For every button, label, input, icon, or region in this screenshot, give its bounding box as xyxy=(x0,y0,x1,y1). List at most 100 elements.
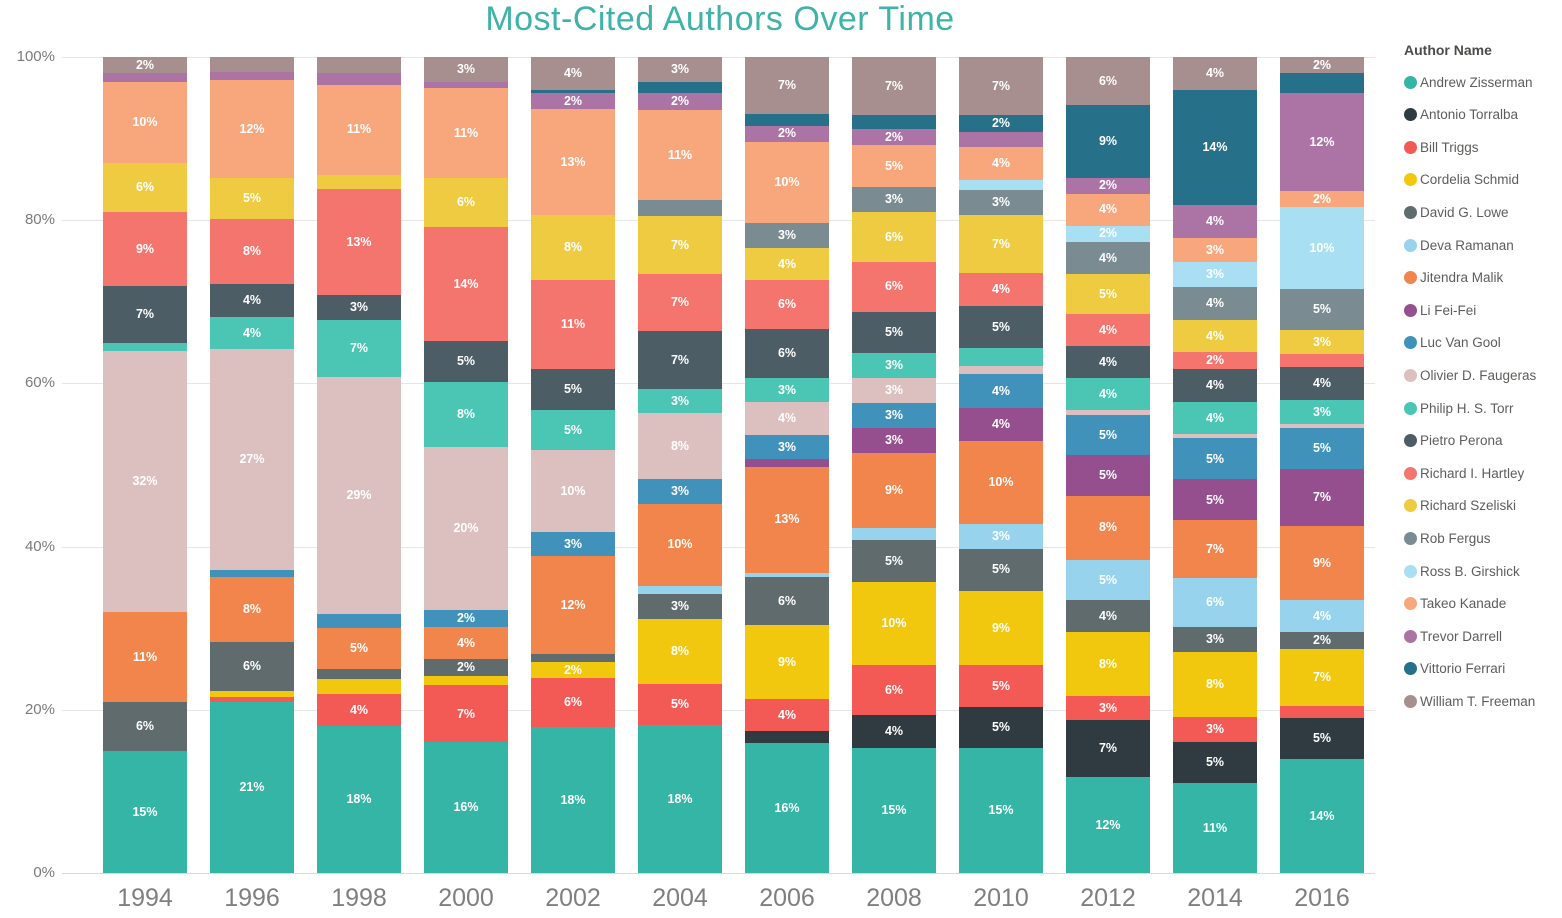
bar-segment[interactable]: 9% xyxy=(103,212,187,286)
bar-segment[interactable]: 5% xyxy=(959,665,1043,707)
bar-segment[interactable] xyxy=(1280,73,1364,94)
bar-segment[interactable]: 2% xyxy=(424,610,508,627)
bar-segment[interactable]: 11% xyxy=(531,279,615,370)
bar-segment[interactable]: 5% xyxy=(531,369,615,410)
bar-segment[interactable]: 2% xyxy=(1066,177,1150,194)
bar-segment[interactable] xyxy=(103,342,187,351)
bar-segment[interactable]: 5% xyxy=(1173,438,1257,480)
bar-segment[interactable]: 4% xyxy=(1173,286,1257,320)
bar-segment[interactable]: 4% xyxy=(1173,204,1257,238)
bar-segment[interactable]: 10% xyxy=(103,81,187,164)
bar-segment[interactable]: 5% xyxy=(852,145,936,187)
legend-item[interactable]: William T. Freeman xyxy=(1404,691,1535,711)
bar-segment[interactable] xyxy=(959,180,1043,191)
bar-segment[interactable]: 3% xyxy=(1066,696,1150,721)
bar-segment[interactable]: 5% xyxy=(638,684,722,726)
bar-segment[interactable]: 3% xyxy=(852,378,936,404)
bar-segment[interactable] xyxy=(959,347,1043,367)
legend-item[interactable]: Deva Ramanan xyxy=(1404,235,1514,255)
bar-segment[interactable]: 2% xyxy=(1280,57,1364,74)
bar-segment[interactable]: 4% xyxy=(1173,401,1257,435)
bar-segment[interactable]: 6% xyxy=(745,280,829,330)
bar-segment[interactable]: 5% xyxy=(210,177,294,219)
bar-segment[interactable]: 18% xyxy=(638,725,722,873)
bar-segment[interactable]: 6% xyxy=(852,211,936,262)
bar-segment[interactable]: 18% xyxy=(317,726,401,873)
bar-segment[interactable]: 4% xyxy=(1066,346,1150,379)
bar-segment[interactable]: 3% xyxy=(852,186,936,212)
bar-segment[interactable]: 5% xyxy=(531,409,615,451)
bar-segment[interactable]: 5% xyxy=(1066,273,1150,315)
bar-segment[interactable]: 5% xyxy=(1280,288,1364,330)
bar-segment[interactable]: 3% xyxy=(852,428,936,453)
bar-segment[interactable] xyxy=(210,71,294,80)
bar-segment[interactable]: 5% xyxy=(852,311,936,354)
bar-segment[interactable]: 7% xyxy=(1173,520,1257,578)
bar-segment[interactable]: 4% xyxy=(1280,599,1364,633)
bar-segment[interactable]: 3% xyxy=(1173,627,1257,652)
bar-segment[interactable]: 5% xyxy=(424,341,508,382)
bar-segment[interactable]: 6% xyxy=(210,642,294,692)
bar-segment[interactable]: 2% xyxy=(1066,225,1150,242)
bar-segment[interactable] xyxy=(638,81,722,94)
bar-segment[interactable] xyxy=(531,89,615,93)
bar-segment[interactable]: 3% xyxy=(317,295,401,320)
bar-segment[interactable]: 4% xyxy=(317,693,401,727)
bar-segment[interactable]: 4% xyxy=(1280,367,1364,400)
bar-segment[interactable]: 7% xyxy=(852,57,936,116)
bar-segment[interactable]: 4% xyxy=(745,247,829,281)
bar-segment[interactable]: 4% xyxy=(1173,57,1257,90)
bar-segment[interactable]: 4% xyxy=(959,273,1043,307)
legend-item[interactable]: Li Fei-Fei xyxy=(1404,300,1476,320)
legend-item[interactable]: Philip H. S. Torr xyxy=(1404,398,1514,418)
bar-segment[interactable]: 9% xyxy=(959,590,1043,666)
bar-segment[interactable]: 3% xyxy=(424,57,508,82)
bar-segment[interactable]: 3% xyxy=(852,403,936,429)
bar-segment[interactable]: 4% xyxy=(210,316,294,350)
bar-segment[interactable]: 7% xyxy=(638,216,722,274)
bar-segment[interactable]: 4% xyxy=(210,283,294,317)
bar-segment[interactable]: 3% xyxy=(852,353,936,379)
bar-segment[interactable]: 3% xyxy=(959,190,1043,215)
bar-segment[interactable] xyxy=(638,199,722,217)
bar-segment[interactable]: 10% xyxy=(638,503,722,586)
bar-segment[interactable]: 4% xyxy=(1066,193,1150,226)
bar-segment[interactable]: 10% xyxy=(531,450,615,532)
bar-segment[interactable]: 3% xyxy=(745,377,829,403)
bar-segment[interactable]: 4% xyxy=(1066,314,1150,347)
bar-segment[interactable]: 5% xyxy=(959,548,1043,591)
bar-segment[interactable]: 4% xyxy=(745,402,829,435)
bar-segment[interactable]: 10% xyxy=(852,581,936,666)
legend-item[interactable]: Jitendra Malik xyxy=(1404,268,1503,288)
legend-item[interactable]: Takeo Kanade xyxy=(1404,594,1506,614)
bar-segment[interactable] xyxy=(210,691,294,697)
bar-segment[interactable]: 12% xyxy=(531,556,615,654)
legend-item[interactable]: Olivier D. Faugeras xyxy=(1404,365,1536,385)
legend-item[interactable]: Bill Triggs xyxy=(1404,137,1479,157)
bar-segment[interactable]: 10% xyxy=(959,440,1043,525)
bar-segment[interactable]: 16% xyxy=(745,742,829,873)
bar-segment[interactable]: 6% xyxy=(1066,57,1150,106)
bar-segment[interactable]: 11% xyxy=(424,88,508,178)
bar-segment[interactable]: 2% xyxy=(424,659,508,676)
bar-segment[interactable] xyxy=(1280,354,1364,368)
bar-segment[interactable]: 6% xyxy=(852,665,936,715)
bar-segment[interactable]: 5% xyxy=(959,306,1043,348)
bar-segment[interactable]: 12% xyxy=(1280,93,1364,191)
bar-segment[interactable]: 15% xyxy=(852,748,936,873)
bar-segment[interactable] xyxy=(745,459,829,467)
bar-segment[interactable]: 6% xyxy=(531,677,615,727)
bar-segment[interactable]: 4% xyxy=(1173,368,1257,402)
bar-segment[interactable]: 4% xyxy=(852,714,936,749)
bar-segment[interactable]: 5% xyxy=(1173,479,1257,521)
bar-segment[interactable]: 3% xyxy=(1280,329,1364,355)
bar-segment[interactable]: 14% xyxy=(1173,89,1257,205)
bar-segment[interactable]: 16% xyxy=(424,742,508,873)
legend-item[interactable]: Andrew Zisserman xyxy=(1404,72,1533,92)
bar-segment[interactable]: 8% xyxy=(1173,651,1257,718)
bar-segment[interactable]: 32% xyxy=(103,350,187,612)
legend-item[interactable]: Trevor Darrell xyxy=(1404,626,1502,646)
bar-segment[interactable]: 2% xyxy=(531,92,615,110)
bar-segment[interactable]: 2% xyxy=(531,661,615,678)
bar-segment[interactable]: 6% xyxy=(745,329,829,378)
